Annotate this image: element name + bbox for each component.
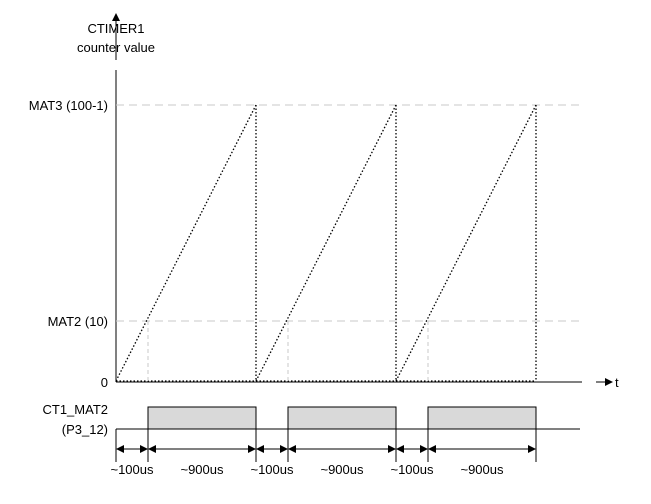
signal-high-pulse-1	[147, 406, 257, 430]
ramp-2	[255, 104, 397, 382]
sawtooth-period-1	[115, 104, 257, 382]
high-duration-label-2: ~900us	[320, 462, 364, 477]
mat3-level-label: MAT3 (100-1)	[29, 98, 108, 113]
low-duration-label-2: ~100us	[250, 462, 294, 477]
timing-ticks	[115, 429, 537, 462]
signal-high-pulse-3	[427, 406, 537, 430]
sawtooth-period-3	[395, 104, 537, 382]
signal-label-line2: (P3_12)	[62, 422, 108, 437]
zero-level-label: 0	[101, 375, 108, 390]
x-axis-label: t	[615, 375, 619, 390]
sawtooth-period-2	[255, 104, 397, 382]
ramp-1	[115, 104, 257, 382]
signal-high-pulse-2	[287, 406, 397, 430]
high-duration-label-3: ~900us	[460, 462, 504, 477]
high-duration-label-1: ~900us	[180, 462, 224, 477]
low-duration-label-3: ~100us	[390, 462, 434, 477]
mat2-level-label: MAT2 (10)	[48, 314, 108, 329]
low-duration-label-1: ~100us	[110, 462, 154, 477]
ramp-3	[395, 104, 537, 382]
signal-label-line1: CT1_MAT2	[43, 402, 109, 417]
